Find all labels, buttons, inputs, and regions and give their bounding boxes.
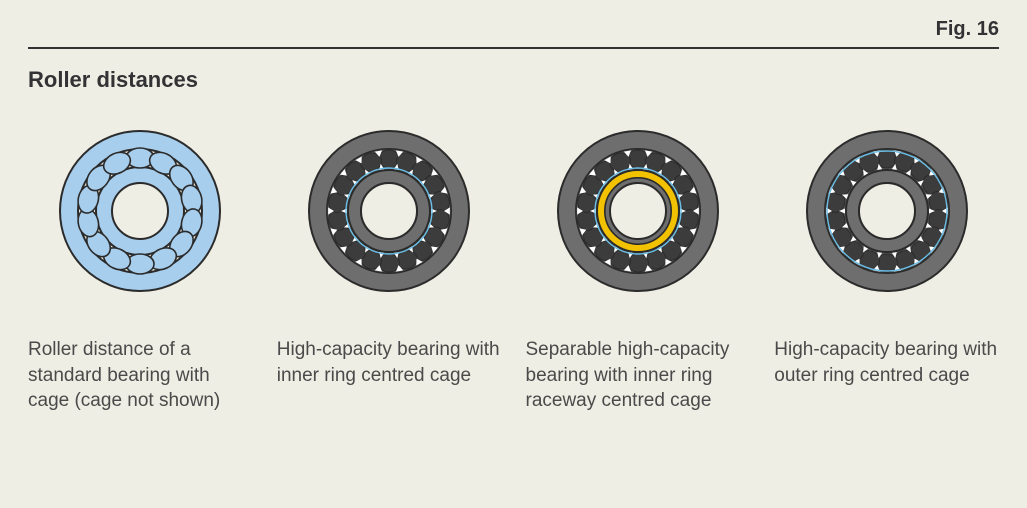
- bearing-diagram-separable: [548, 121, 728, 301]
- caption-3: Separable high-capacity bearing with inn…: [526, 337, 751, 414]
- bearing-diagram-inner-centred: [299, 121, 479, 301]
- caption-2: High-capacity bearing with inner ring ce…: [277, 337, 502, 388]
- figure-title: Roller distances: [28, 67, 999, 93]
- diagram-row: Roller distance of a standard bearing wi…: [28, 121, 999, 414]
- diagram-cell-2: High-capacity bearing with inner ring ce…: [277, 121, 502, 388]
- diagram-cell-4: High-capacity bearing with outer ring ce…: [774, 121, 999, 388]
- diagram-cell-1: Roller distance of a standard bearing wi…: [28, 121, 253, 414]
- diagram-cell-3: Separable high-capacity bearing with inn…: [526, 121, 751, 414]
- bearing-diagram-outer-centred: [797, 121, 977, 301]
- bearing-diagram-standard: [50, 121, 230, 301]
- caption-4: High-capacity bearing with outer ring ce…: [774, 337, 999, 388]
- figure-label: Fig. 16: [28, 18, 999, 49]
- caption-1: Roller distance of a standard bearing wi…: [28, 337, 253, 414]
- figure-container: Fig. 16 Roller distances Roller distance…: [0, 0, 1027, 508]
